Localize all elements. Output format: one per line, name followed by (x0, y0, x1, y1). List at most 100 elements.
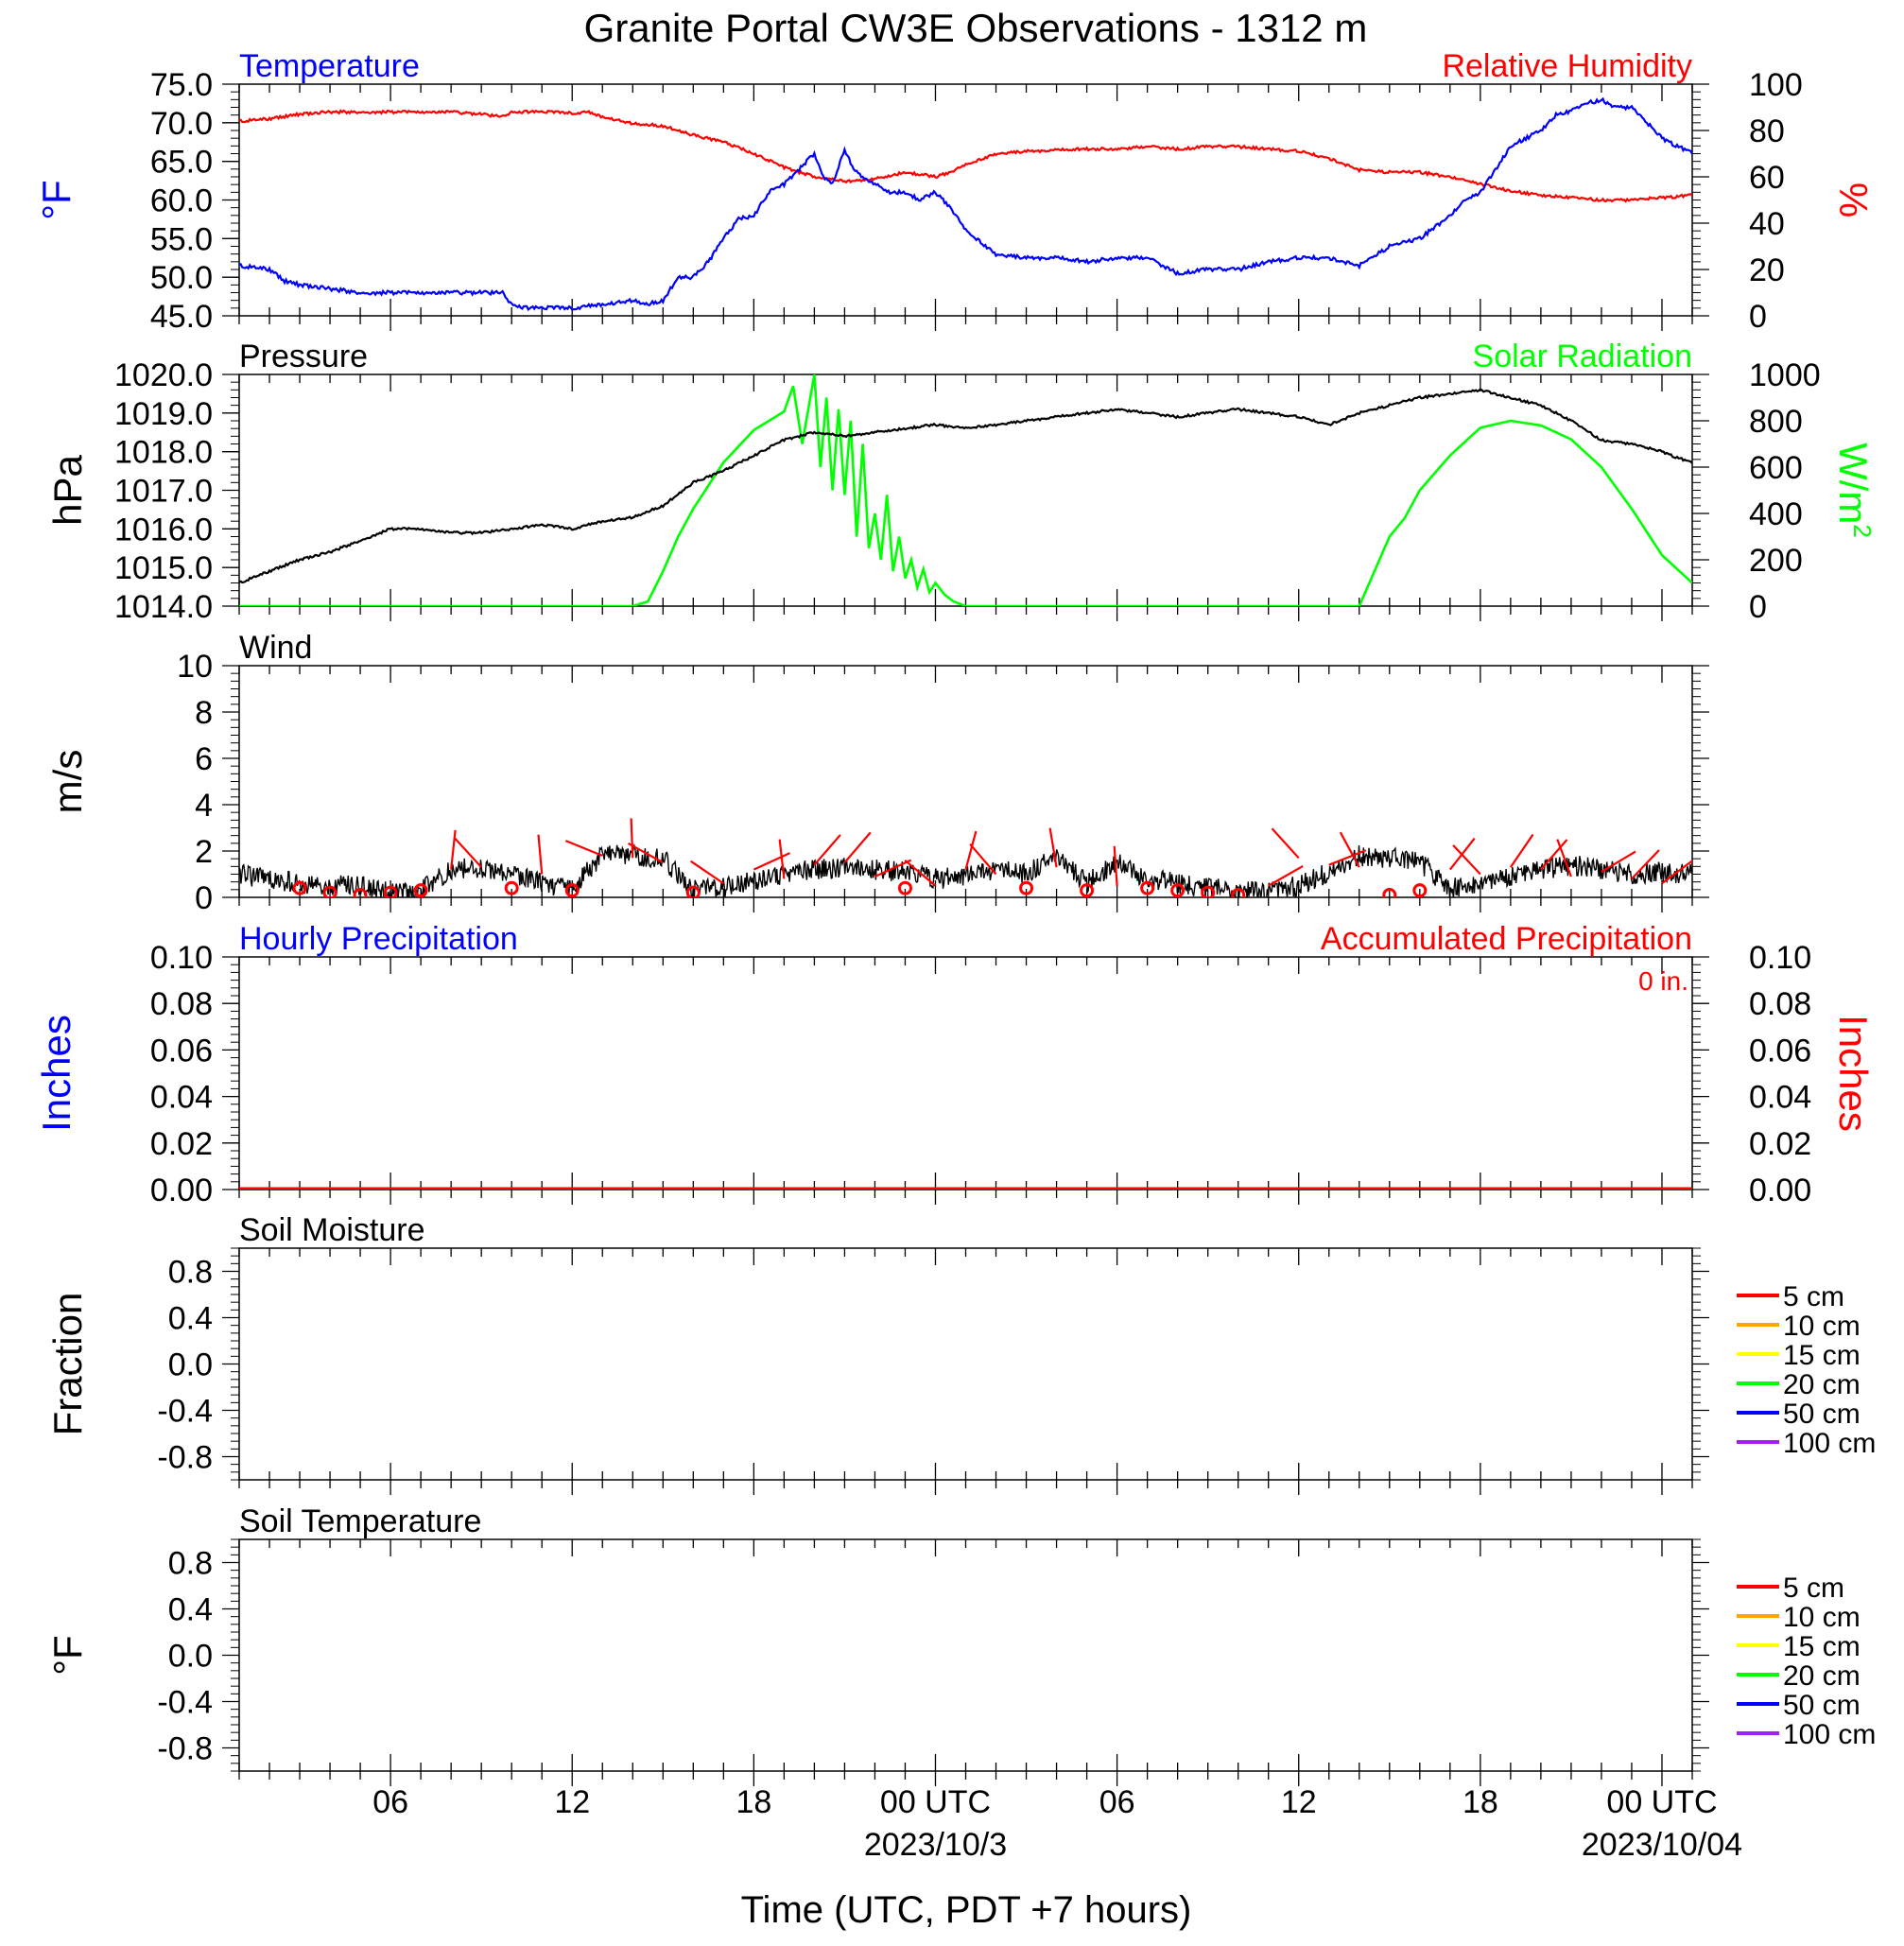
wind-calm-marker (504, 880, 519, 895)
y-tick-label-right: 0 (1749, 589, 1767, 625)
wind-barb (1113, 845, 1118, 886)
wind-calm-marker (1140, 880, 1155, 895)
y-tick-label-right: 400 (1749, 496, 1803, 532)
y-tick-label-right: 0.02 (1749, 1126, 1811, 1162)
wind-barb (450, 829, 457, 870)
y-tick-label-left: 1018.0 (114, 435, 213, 471)
y-tick-label-left: 2 (195, 834, 213, 870)
wind-calm-marker (1019, 880, 1034, 895)
y-axis-unit-left: m/s (45, 750, 90, 814)
wind-barb (1048, 827, 1058, 868)
x-tick-date-label: 2023/10/3 (864, 1827, 1007, 1863)
y-axis-unit-left: Fraction (45, 1293, 90, 1436)
panel-title-left: Pressure (239, 339, 368, 374)
chart-title: Granite Portal CW3E Observations - 1312 … (584, 6, 1368, 50)
y-tick-label-left: 6 (195, 741, 213, 777)
wind-barb (778, 839, 786, 879)
panel-title-right: Solar Radiation (1473, 339, 1692, 374)
y-tick-label-left: -0.8 (157, 1731, 213, 1767)
wind-calm-marker (897, 880, 912, 895)
wind-barb (1268, 864, 1304, 887)
panel-frame-pressure_solar (238, 374, 1693, 607)
wind-calm-marker (1382, 888, 1397, 897)
y-tick-label-left: 0.06 (150, 1033, 213, 1069)
y-tick-label-right: 1000 (1749, 357, 1821, 393)
panel-frame-soil_temp (238, 1538, 1693, 1772)
panel-title-left: Soil Temperature (239, 1503, 481, 1539)
y-tick-label-left: -0.4 (157, 1394, 213, 1430)
x-tick-label: 12 (554, 1784, 590, 1820)
y-tick-label-left: 0.02 (150, 1126, 213, 1162)
legend-label: 20 cm (1783, 1660, 1861, 1692)
wind-barb (1328, 849, 1367, 866)
y-tick-label-left: 55.0 (150, 221, 213, 257)
wind-barb (964, 830, 978, 870)
y-tick-label-right: 200 (1749, 543, 1803, 579)
accumulated-precip-value: 0 in. (1638, 966, 1688, 996)
y-tick-label-right: 40 (1749, 206, 1785, 242)
wind-barb (537, 834, 544, 875)
y-axis-unit-right: % (1831, 182, 1876, 217)
y-tick-label-left: 60.0 (150, 183, 213, 219)
legend-label: 20 cm (1783, 1369, 1861, 1400)
y-tick-label-right: 80 (1749, 113, 1785, 149)
y-tick-label-left: 0.0 (168, 1639, 213, 1675)
x-tick-label: 06 (372, 1784, 408, 1820)
x-tick-label: 00 UTC (880, 1784, 991, 1820)
x-tick-label: 12 (1281, 1784, 1317, 1820)
x-tick-label: 06 (1099, 1784, 1135, 1820)
temperature-line (239, 96, 1692, 311)
wind-barb (1661, 860, 1692, 885)
solar-radiation-line (239, 374, 1692, 606)
wind-barb (969, 843, 997, 876)
wind-barb (630, 818, 634, 859)
wind-calm-marker (322, 885, 338, 897)
y-tick-label-right: 0.10 (1749, 940, 1811, 976)
wind-calm-marker (564, 883, 580, 897)
panel-frame-precip (238, 956, 1693, 1190)
wind-barb (689, 860, 724, 885)
y-tick-label-right: 60 (1749, 160, 1785, 196)
y-tick-label-right: 800 (1749, 404, 1803, 440)
y-tick-label-left: 70.0 (150, 106, 213, 142)
legend-label: 15 cm (1783, 1631, 1861, 1662)
wind-barb (564, 840, 603, 857)
wind-barb (753, 852, 790, 871)
wind-calm-marker (1231, 888, 1246, 897)
wind-calm-marker (685, 885, 701, 897)
y-axis-unit-left: °F (34, 180, 78, 219)
y-tick-label-right: 0.04 (1749, 1080, 1811, 1116)
y-tick-label-left: 1016.0 (114, 512, 213, 547)
y-tick-label-right: 0.08 (1749, 986, 1811, 1022)
x-tick-label: 00 UTC (1606, 1784, 1717, 1820)
wind-barb (1631, 849, 1660, 880)
legend-label: 100 cm (1783, 1719, 1876, 1750)
wind-barb (1540, 839, 1568, 871)
y-tick-label-left: 75.0 (150, 67, 213, 103)
y-tick-label-left: 50.0 (150, 260, 213, 296)
y-tick-label-left: 8 (195, 695, 213, 731)
legend-label: 5 cm (1783, 1572, 1844, 1604)
y-tick-label-left: 45.0 (150, 299, 213, 335)
wind-barb (813, 834, 841, 866)
wind-calm-marker (1080, 883, 1095, 897)
wind-barb (1271, 827, 1300, 860)
y-tick-label-left: 0.4 (168, 1301, 213, 1337)
y-tick-label-left: 0 (195, 880, 213, 916)
humidity-line (239, 109, 1692, 203)
wind-barb (874, 859, 912, 877)
y-axis-unit-left: °F (45, 1635, 90, 1675)
x-tick-label: 18 (1463, 1784, 1498, 1820)
y-tick-label-right: 100 (1749, 67, 1803, 103)
y-tick-label-left: -0.8 (157, 1440, 213, 1476)
legend-label: 50 cm (1783, 1690, 1861, 1721)
x-tick-label: 18 (736, 1784, 771, 1820)
y-tick-label-left: 10 (177, 649, 213, 685)
legend-label: 50 cm (1783, 1399, 1861, 1430)
y-tick-label-left: 1019.0 (114, 396, 213, 432)
y-tick-label-left: 65.0 (150, 145, 213, 181)
panel-title-left: Soil Moisture (239, 1212, 425, 1248)
wind-calm-marker (1412, 883, 1428, 897)
